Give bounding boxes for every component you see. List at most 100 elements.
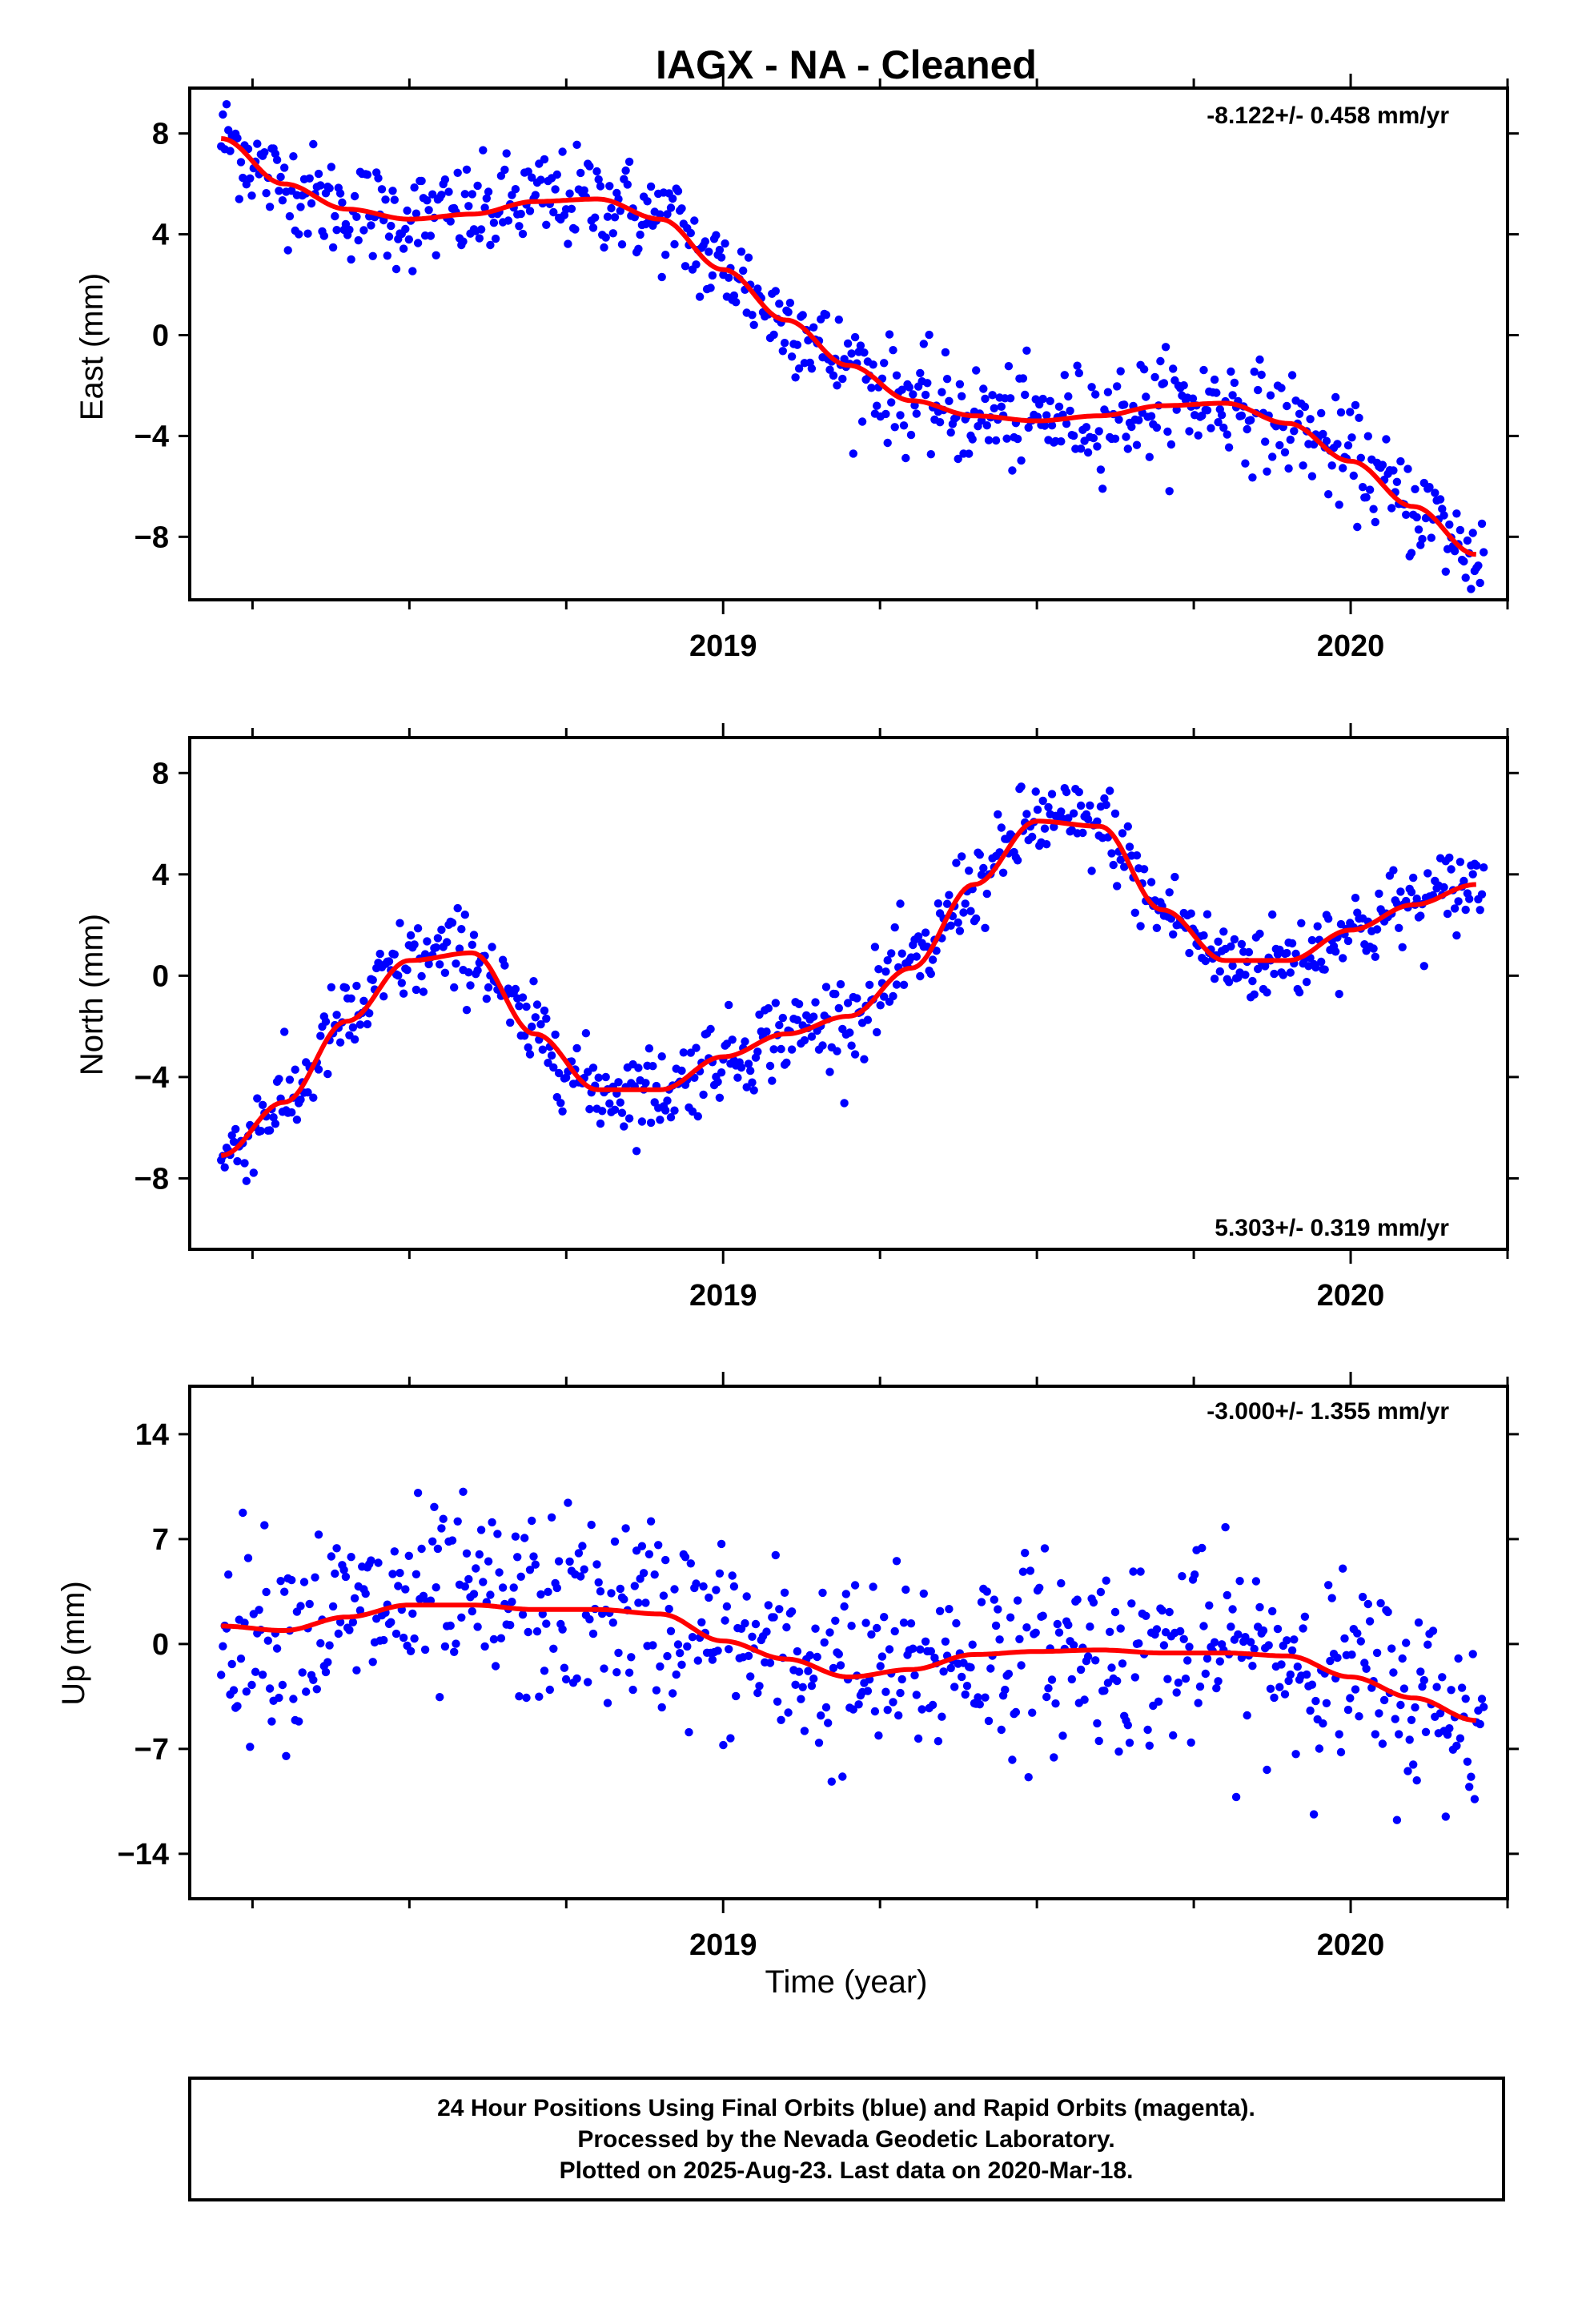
north-data-point xyxy=(233,1156,242,1166)
up-data-point xyxy=(1042,1692,1051,1702)
east-data-point xyxy=(1387,504,1396,513)
up-data-point xyxy=(713,1647,722,1655)
up-data-point xyxy=(650,1570,659,1579)
east-data-point xyxy=(833,381,841,390)
north-data-point xyxy=(1445,853,1454,862)
east-data-point xyxy=(1450,547,1460,556)
up-data-point xyxy=(620,1594,628,1604)
up-data-point xyxy=(1008,1755,1017,1764)
north-data-point xyxy=(1297,919,1306,928)
east-data-point xyxy=(1046,396,1054,405)
east-ylabel: East (mm) xyxy=(74,273,110,420)
up-data-point xyxy=(880,1613,889,1622)
east-data-point xyxy=(468,190,476,199)
east-data-point xyxy=(265,203,275,211)
east-data-point xyxy=(1461,573,1470,582)
east-data-point xyxy=(1145,452,1154,461)
east-data-point xyxy=(479,146,488,155)
up-data-point xyxy=(1470,1795,1480,1803)
east-data-point xyxy=(1024,423,1033,432)
east-data-point xyxy=(958,392,966,400)
east-data-point xyxy=(500,165,509,175)
north-data-point xyxy=(520,1031,529,1040)
up-data-point xyxy=(347,1553,355,1562)
east-data-point xyxy=(571,225,580,234)
north-data-point xyxy=(1186,909,1195,918)
north-data-point xyxy=(375,949,384,959)
east-data-point xyxy=(1096,465,1106,474)
east-data-point xyxy=(413,239,423,247)
up-data-point xyxy=(725,1645,733,1654)
up-data-point xyxy=(849,1705,858,1714)
up-data-point xyxy=(480,1642,489,1651)
up-data-point xyxy=(486,1590,495,1599)
east-data-point xyxy=(1228,391,1237,400)
up-data-point xyxy=(348,1618,358,1626)
north-data-point xyxy=(715,1093,725,1103)
east-data-point xyxy=(1083,448,1093,457)
north-data-point xyxy=(913,932,923,941)
up-data-point xyxy=(1286,1670,1295,1679)
east-data-point xyxy=(1113,382,1122,391)
up-data-point xyxy=(755,1682,764,1691)
east-data-point xyxy=(1335,501,1343,509)
east-data-point xyxy=(437,191,446,199)
east-data-point xyxy=(1275,440,1284,450)
up-data-point xyxy=(686,1559,695,1568)
up-data-point xyxy=(1418,1682,1427,1691)
north-data-point xyxy=(677,1066,686,1076)
up-data-point xyxy=(934,1737,943,1746)
up-data-point xyxy=(390,1547,399,1556)
north-data-point xyxy=(433,934,443,943)
up-data-point xyxy=(1194,1699,1203,1707)
up-data-point xyxy=(321,1667,331,1677)
up-data-point xyxy=(784,1708,793,1717)
east-data-point xyxy=(706,283,715,292)
up-data-point xyxy=(491,1662,500,1671)
north-data-point xyxy=(1389,866,1398,875)
up-data-point xyxy=(637,1542,647,1550)
east-data-point xyxy=(1219,423,1228,432)
up-data-point xyxy=(793,1647,802,1656)
north-data-point xyxy=(1125,842,1134,851)
up-data-point xyxy=(509,1583,518,1592)
east-data-point xyxy=(496,171,506,180)
north-xtick-label: 2020 xyxy=(1317,1279,1385,1313)
north-data-point xyxy=(1295,988,1304,997)
north-data-point xyxy=(468,940,476,950)
up-data-point xyxy=(1235,1577,1244,1586)
east-data-point xyxy=(1207,424,1215,432)
up-data-point xyxy=(323,1658,332,1667)
up-data-point xyxy=(355,1606,365,1615)
up-data-point xyxy=(909,1644,917,1653)
east-data-point xyxy=(1287,371,1297,380)
east-data-point xyxy=(1438,505,1447,513)
east-fit-curve xyxy=(220,136,1477,557)
east-data-point xyxy=(460,190,469,199)
east-data-point xyxy=(909,390,917,399)
east-xtick-label: 2020 xyxy=(1317,629,1385,663)
north-data-point xyxy=(1419,962,1429,971)
up-data-point xyxy=(1040,1544,1050,1553)
east-data-point xyxy=(1223,430,1232,439)
east-data-point xyxy=(1307,472,1317,480)
east-data-point xyxy=(1098,485,1107,493)
north-data-point xyxy=(410,940,419,949)
north-ytick-label: −4 xyxy=(135,1061,169,1095)
up-data-point xyxy=(1064,1620,1073,1630)
up-data-point xyxy=(255,1606,263,1614)
north-data-point xyxy=(1110,809,1120,818)
east-data-point xyxy=(867,384,876,392)
east-data-point xyxy=(239,173,247,183)
north-data-point xyxy=(728,1035,737,1044)
east-data-point xyxy=(1062,420,1071,428)
up-data-point xyxy=(1136,1567,1145,1576)
north-data-point xyxy=(515,1002,524,1011)
up-data-point xyxy=(1114,1747,1123,1756)
north-data-point xyxy=(1302,978,1311,987)
east-data-point xyxy=(850,332,860,342)
up-data-point xyxy=(475,1550,484,1559)
north-data-point xyxy=(249,1168,258,1177)
north-data-point xyxy=(540,1006,549,1015)
north-data-point xyxy=(1472,861,1481,870)
